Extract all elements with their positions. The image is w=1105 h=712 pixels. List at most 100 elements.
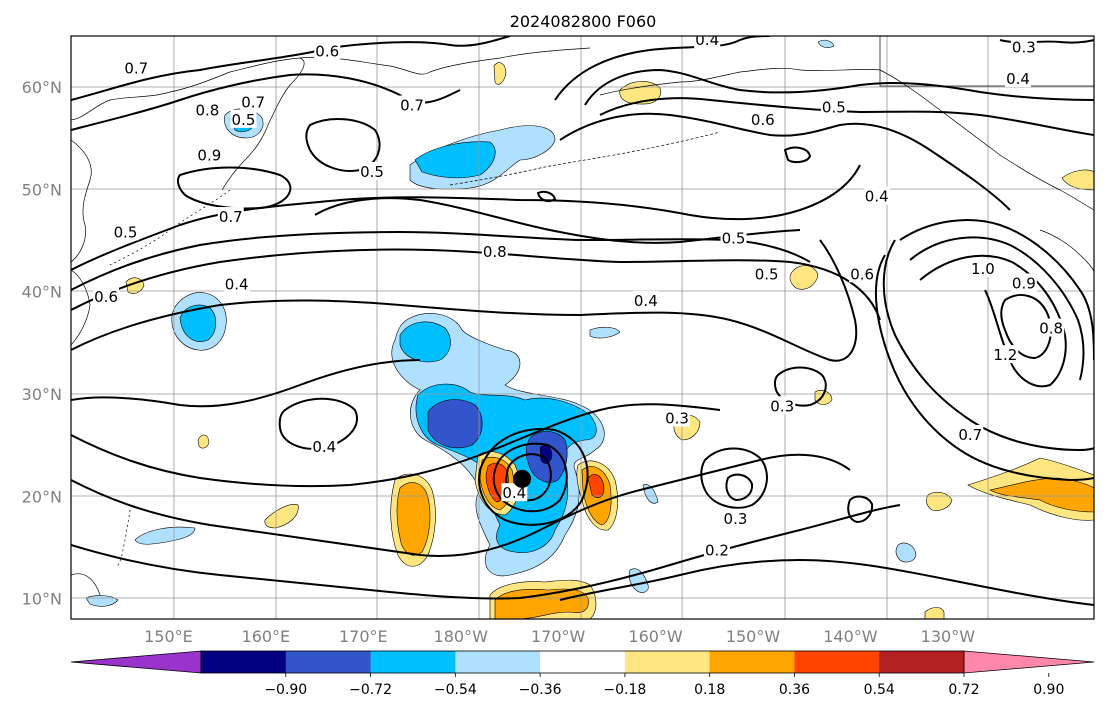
lon-tick-label: 150°E	[144, 627, 193, 646]
contour-label: 0.8	[195, 102, 219, 120]
contour	[783, 146, 812, 164]
contour-label-halo	[769, 396, 796, 415]
contour	[71, 403, 721, 488]
shade-negative-strong	[427, 399, 483, 449]
contour-label-halo	[1005, 68, 1032, 87]
contour-label-halo	[1010, 273, 1037, 292]
contour-label: 0.8	[1039, 320, 1063, 338]
contour-label: 0.6	[751, 111, 775, 129]
colorbar-tick-label: −0.90	[264, 682, 307, 698]
contour-label-halo	[314, 41, 341, 60]
contour	[882, 239, 1094, 452]
lon-tick-label: 170°W	[531, 627, 586, 646]
contour-label: 0.5	[114, 223, 138, 241]
colorbar-segment	[201, 651, 287, 673]
contour-label: 0.9	[197, 147, 221, 165]
contour-label-halo	[359, 162, 386, 181]
contour-label-halo	[1010, 37, 1037, 56]
contour-label-halo	[223, 274, 250, 293]
contour-label-halo	[992, 345, 1019, 364]
shade-negative-light	[817, 39, 835, 48]
lat-tick-label: 50°N	[22, 180, 62, 199]
lat-tick-label: 20°N	[22, 487, 62, 506]
contour	[478, 428, 589, 526]
lon-tick-label: 150°W	[726, 627, 781, 646]
colorbar-segment	[285, 651, 372, 673]
contour	[492, 442, 568, 513]
contour-label-halo	[194, 100, 221, 119]
contour-label-halo	[632, 290, 659, 309]
contour	[599, 97, 1094, 136]
contour-label-halo	[703, 540, 730, 559]
colorbar-segment	[455, 651, 541, 673]
shade-positive-medium	[989, 477, 1094, 513]
shade-positive-light	[924, 607, 945, 619]
coastline-bc	[1039, 229, 1094, 273]
contour-label: 0.4	[312, 438, 336, 456]
contour-label: 0.8	[483, 243, 507, 261]
contour-label-halo	[240, 92, 267, 111]
contour-label: 0.6	[850, 265, 874, 283]
contour	[71, 453, 851, 557]
contour	[909, 236, 1085, 381]
contour-label: 0.4	[865, 188, 889, 206]
contour-label: 1.2	[993, 346, 1017, 364]
contour-label: 0.5	[722, 230, 746, 248]
map-panel: 0.60.70.8 0.70.50.70.90.50.70.50.60.40.80…	[71, 36, 1094, 619]
shade-positive-medium	[396, 482, 431, 556]
colorbar-segment	[879, 651, 965, 673]
contour-label-halo	[1038, 318, 1065, 337]
lon-tick-label: 130°W	[921, 627, 976, 646]
contour-label: 0.4	[225, 276, 249, 294]
contour-label: 0.9	[1012, 275, 1036, 293]
shade-positive-light	[197, 434, 210, 449]
contour-label: 0.7	[219, 208, 243, 226]
colorbar-segment	[624, 651, 711, 673]
colorbar-tick-label: 0.18	[694, 682, 725, 698]
shade-negative-medium	[399, 321, 451, 363]
colorbar: −0.90 −0.72 −0.54 −0.36 −0.18 0.18 0.36 0.54 0.7…	[70, 650, 1095, 698]
contour-label: 0.4	[1006, 70, 1030, 88]
contour	[71, 248, 881, 321]
contour-label: 0.5	[822, 99, 846, 117]
lon-tick-label: 180°W	[434, 627, 489, 646]
contour-label: 0.4	[634, 292, 658, 310]
contour-label: 0.6	[94, 288, 118, 306]
contour-label-halo	[481, 241, 508, 260]
lat-tick-label: 60°N	[22, 78, 62, 97]
colorbar-tick-label: 0.36	[779, 682, 810, 698]
coastlines	[71, 36, 1094, 596]
contour	[1000, 294, 1052, 360]
shade-negative-light	[134, 526, 196, 545]
lat-tick-label: 40°N	[22, 283, 62, 302]
coastline-philippines	[71, 573, 101, 596]
contour	[536, 190, 557, 202]
shade-positive-light	[493, 62, 507, 85]
contour	[559, 112, 1011, 211]
lon-tick-label: 160°W	[628, 627, 683, 646]
contour-label: 0.7	[241, 93, 265, 111]
contour-label-halo	[694, 36, 721, 49]
contour-label-halo	[217, 207, 244, 226]
contour-label: 0.3	[665, 410, 689, 428]
figure-title: 2024082800 F060	[510, 12, 657, 31]
colorbar-tick-label: 0.90	[1033, 682, 1064, 698]
contour	[559, 558, 1094, 606]
contour	[875, 254, 1094, 482]
contour-label: 0.3	[1012, 38, 1036, 56]
shade-negative-medium	[414, 141, 496, 179]
colorbar-tick-label: −0.54	[434, 682, 477, 698]
contour-label-halo	[749, 109, 776, 128]
contour	[584, 68, 1094, 106]
colorbar-segment	[370, 651, 456, 673]
contour	[773, 366, 827, 407]
contour	[847, 495, 874, 524]
contour-label: 0.5	[232, 111, 256, 129]
contour-label-halo	[820, 97, 847, 116]
lon-tick-label: 160°E	[242, 627, 291, 646]
colorbar-segment	[709, 651, 795, 673]
contour-label: 0.4	[502, 484, 526, 502]
coastline-siberia	[299, 47, 591, 75]
contour-label: 0.7	[958, 426, 982, 444]
coastline-asia	[71, 139, 92, 263]
